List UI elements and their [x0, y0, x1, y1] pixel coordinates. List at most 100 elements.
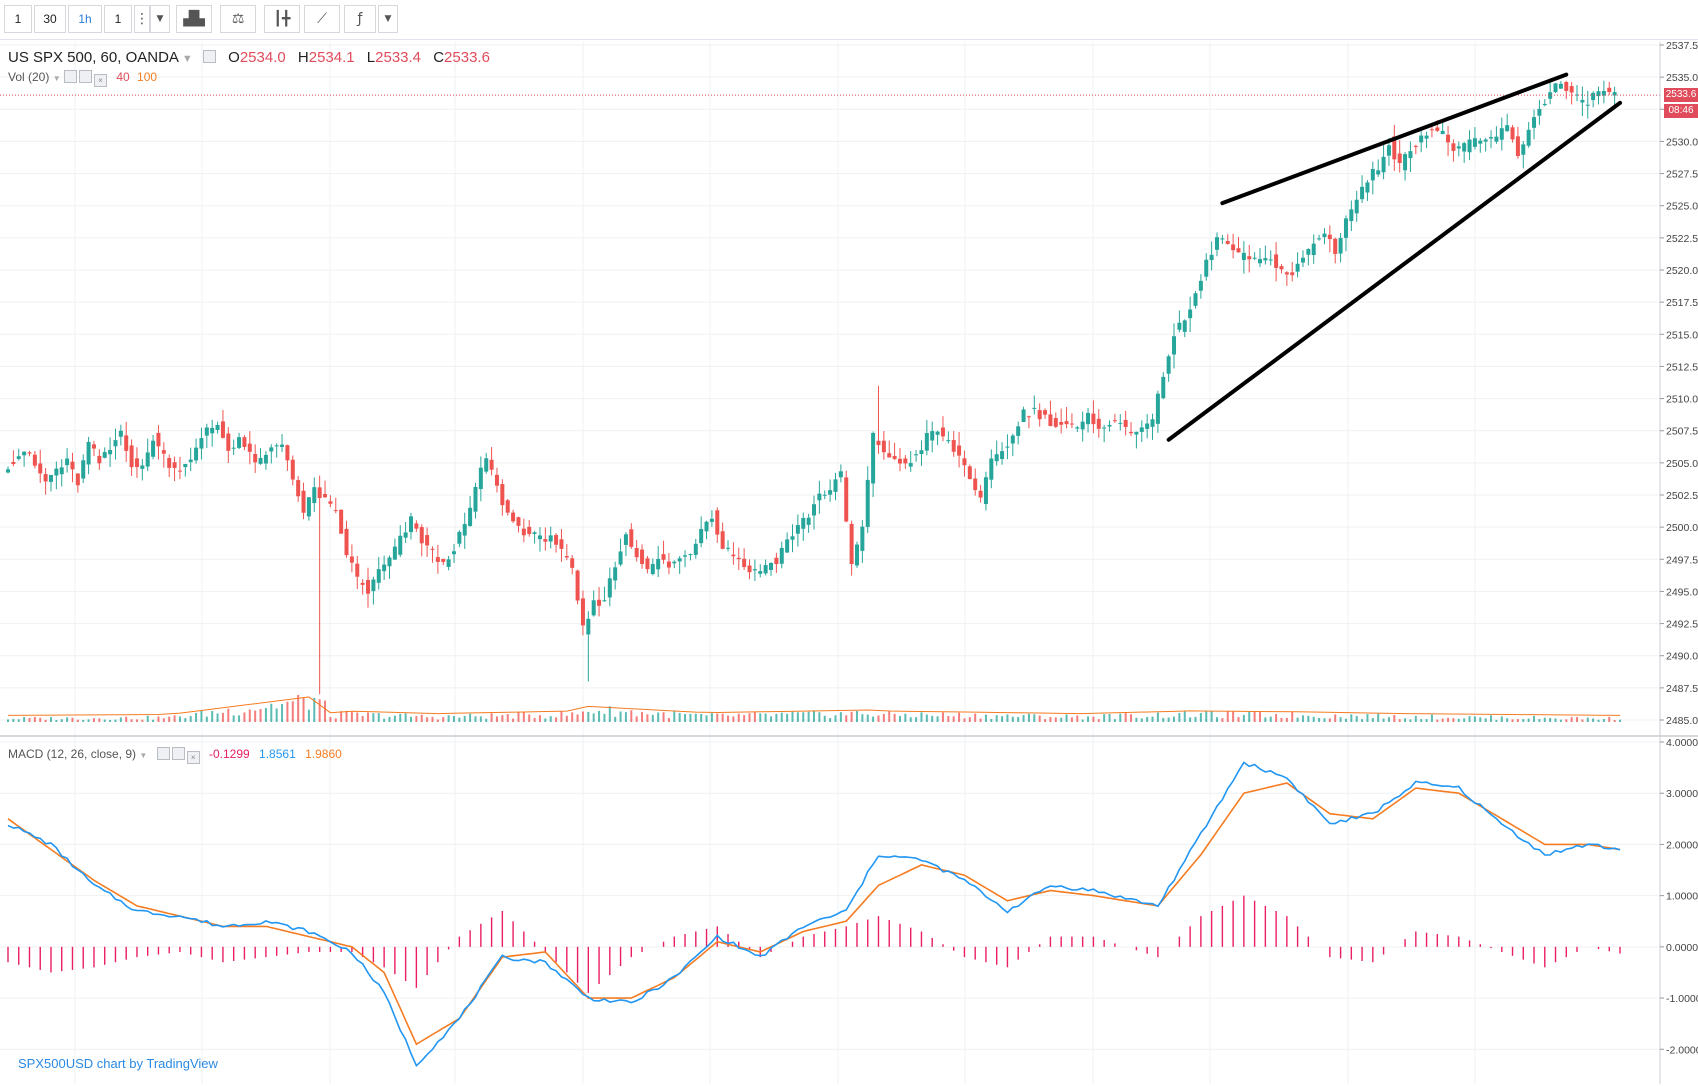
candle-body	[1499, 128, 1504, 140]
candle-body	[1575, 94, 1580, 96]
candles-icon[interactable]: ┃╋	[264, 5, 300, 33]
candle-body	[774, 557, 779, 565]
candle-body	[1075, 427, 1080, 429]
volume-bar	[1194, 716, 1197, 722]
dropdown-chevron-icon[interactable]: ▼	[150, 5, 170, 33]
candle	[1032, 395, 1037, 415]
candle	[312, 477, 317, 512]
volume-bar	[1312, 716, 1315, 722]
volume-bar	[76, 719, 79, 722]
candle	[677, 555, 682, 574]
candle	[1161, 372, 1166, 400]
eye-icon[interactable]	[63, 70, 77, 83]
volume-label[interactable]: Vol (20)	[8, 70, 50, 84]
candle	[1354, 190, 1359, 222]
candle-body	[151, 440, 156, 457]
candle-body	[1489, 137, 1494, 139]
interval-1h-button[interactable]: 1h	[68, 5, 102, 33]
volume-bar	[410, 716, 412, 722]
candle	[1295, 252, 1300, 278]
candle	[237, 432, 242, 450]
candle-body	[967, 466, 972, 480]
candle-body	[220, 421, 225, 438]
volume-bar	[576, 714, 579, 722]
volume-bar	[737, 713, 740, 722]
candle	[752, 559, 757, 581]
candle-body	[1456, 146, 1461, 149]
volume-bar	[839, 712, 842, 722]
candle-body	[1279, 266, 1284, 270]
settings-icon[interactable]	[78, 70, 92, 83]
volume-bar	[1350, 714, 1353, 722]
interval-1m-button[interactable]: 1	[4, 5, 32, 33]
candle	[838, 464, 843, 483]
settings-icon[interactable]	[202, 50, 216, 63]
candle-body	[1263, 258, 1268, 261]
candle	[505, 498, 510, 516]
close-icon[interactable]: ×	[186, 751, 200, 764]
more-dots-icon[interactable]: ⋮	[134, 5, 150, 33]
volume-bar	[770, 716, 773, 722]
interval-1-button[interactable]: 1	[104, 5, 132, 33]
volume-bar	[1210, 711, 1213, 722]
volume-bar	[1479, 717, 1482, 722]
candle-body	[1129, 431, 1134, 434]
candle	[650, 558, 655, 576]
candle	[290, 455, 295, 486]
compare-scales-icon[interactable]: ⚖	[220, 5, 256, 33]
candle-body	[607, 578, 612, 598]
macd-label[interactable]: MACD (12, 26, close, 9)	[8, 747, 137, 761]
volume-bar	[877, 715, 880, 722]
fx-indicator-icon[interactable]: ƒ	[344, 5, 376, 33]
volume-bar	[963, 718, 966, 722]
dropdown-chevron-icon[interactable]: ▼	[378, 5, 398, 33]
volume-bar	[495, 716, 498, 722]
chart-area[interactable]: 2537.52535.02532.52530.02527.52525.02522…	[0, 40, 1698, 1086]
candle-body	[785, 539, 790, 553]
candle	[983, 471, 988, 511]
price-tick-label: 2487.5	[1666, 683, 1698, 695]
volume-bar	[829, 718, 832, 722]
candle-body	[758, 571, 763, 574]
candle	[822, 490, 827, 500]
eye-icon[interactable]	[156, 747, 170, 760]
candle-body	[290, 459, 295, 480]
dropdown-chevron-icon[interactable]: ▼	[52, 74, 61, 83]
volume-bar	[1355, 716, 1358, 722]
tradingview-credit[interactable]: SPX500USD chart by TradingView	[18, 1056, 218, 1071]
close-icon[interactable]: ×	[93, 74, 107, 87]
candle	[951, 431, 956, 457]
candle	[672, 560, 677, 569]
dropdown-chevron-icon[interactable]: ▼	[139, 751, 148, 760]
candle-body	[242, 437, 247, 447]
bars-style-icon[interactable]: ▟▙	[176, 5, 212, 33]
volume-bar	[452, 715, 455, 722]
candle-body	[32, 454, 37, 466]
volume-bar	[216, 713, 219, 722]
candle	[1494, 126, 1499, 144]
candle-body	[661, 554, 666, 560]
candle	[97, 449, 102, 470]
volume-bar	[474, 716, 477, 722]
interval-30m-button[interactable]: 30	[34, 5, 66, 33]
volume-bar	[909, 717, 912, 722]
candle-body	[1172, 336, 1177, 355]
dropdown-chevron-icon[interactable]: ▼	[181, 53, 193, 65]
symbol-title[interactable]: US SPX 500, 60, OANDA	[8, 49, 179, 66]
candle-body	[1370, 168, 1375, 181]
candle	[1553, 82, 1558, 94]
chart-background	[0, 40, 1698, 1086]
candle	[774, 552, 779, 573]
candle	[892, 442, 897, 461]
indicators-line-icon[interactable]: ⟋	[304, 5, 340, 33]
volume-bar	[1173, 716, 1176, 722]
volume-bar	[1565, 719, 1568, 722]
candle-body	[360, 582, 365, 585]
volume-bar	[560, 711, 563, 722]
candle	[1612, 86, 1617, 107]
volume-bar	[1506, 718, 1509, 722]
volume-bar	[23, 717, 26, 722]
settings-icon[interactable]	[171, 747, 185, 760]
volume-bar	[393, 715, 396, 722]
candle-body	[494, 474, 499, 486]
